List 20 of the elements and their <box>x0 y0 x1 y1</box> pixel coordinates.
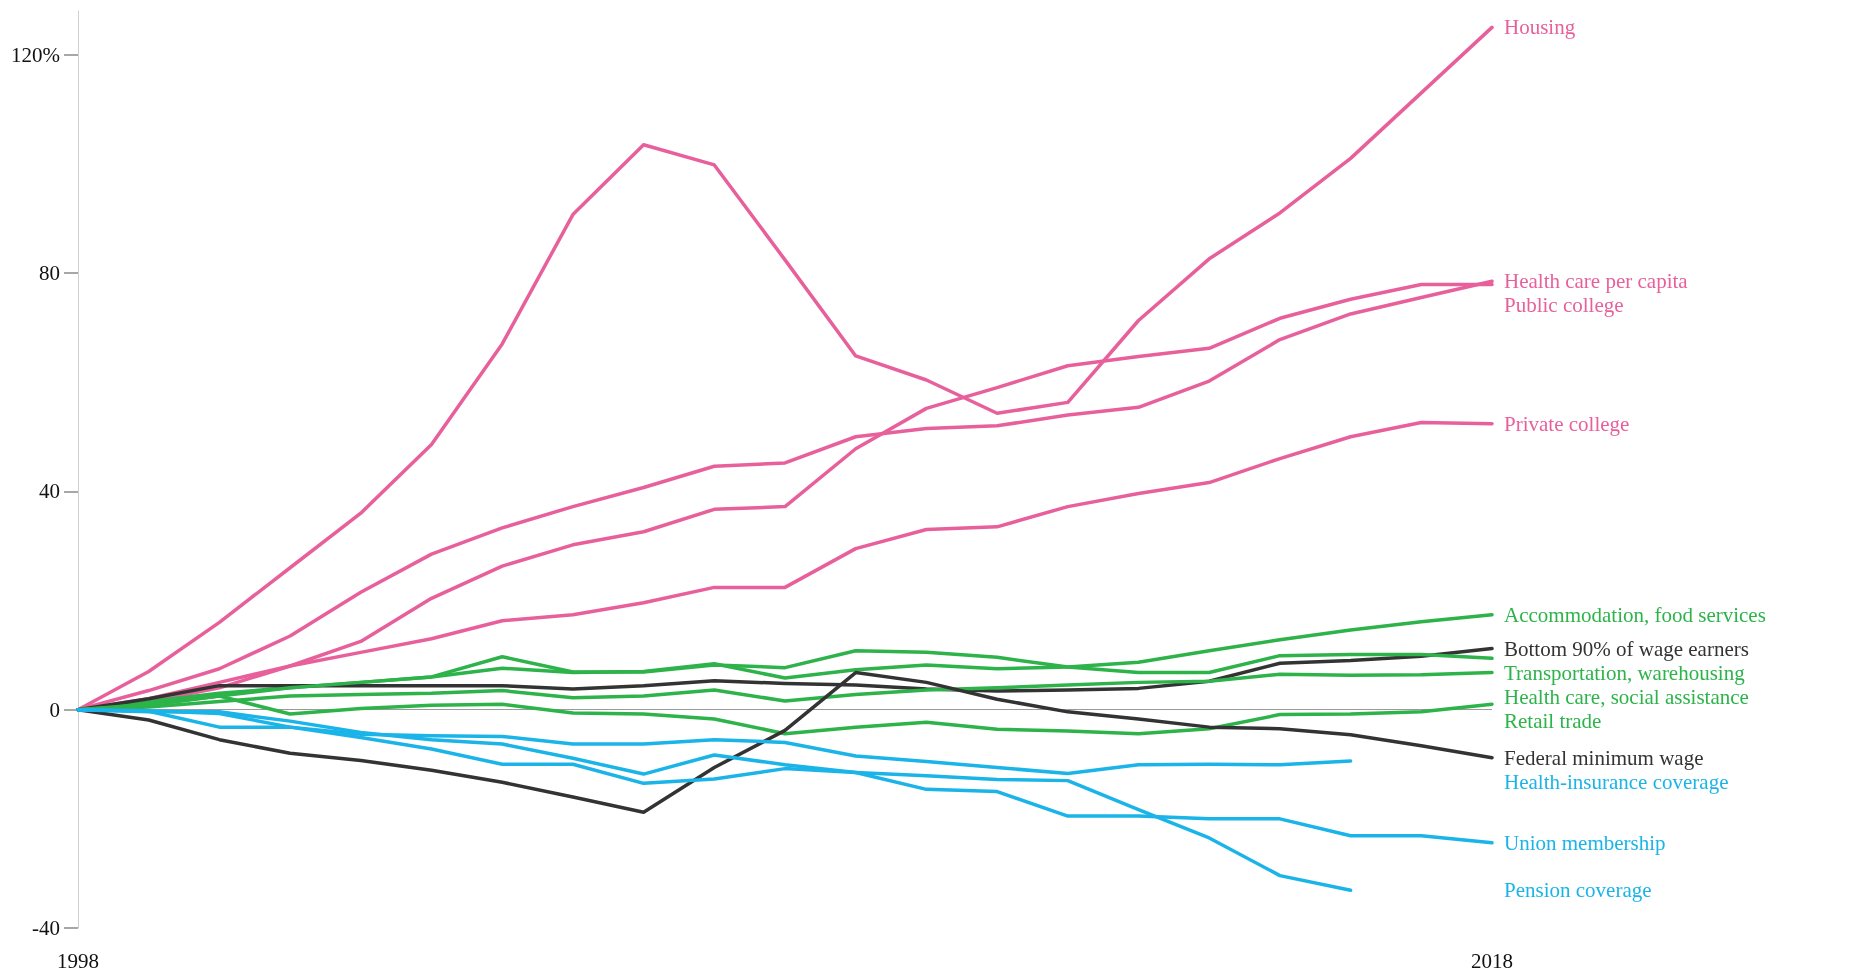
series-label: Union membership <box>1504 830 1666 855</box>
x-tick-label: 1998 <box>57 948 99 973</box>
series-label: Health care per capita <box>1504 269 1689 294</box>
series-label: Health care, social assistance <box>1504 684 1749 709</box>
y-tick-label: 120% <box>11 42 60 67</box>
series-label: Bottom 90% of wage earners <box>1504 636 1749 661</box>
y-tick-label: 40 <box>39 479 60 504</box>
series-label: Public college <box>1504 293 1624 318</box>
text: Health-insurance coverage <box>1504 769 1729 794</box>
series-label: Retail trade <box>1504 708 1602 733</box>
y-tick-label: 80 <box>39 261 60 285</box>
series-label: Federal minimum wage <box>1504 745 1704 770</box>
x-tick-label: 2018 <box>1471 948 1513 973</box>
series-label: Accommodation, food services <box>1504 602 1766 627</box>
text: Pension coverage <box>1504 878 1652 903</box>
series-label: Transportation, warehousing <box>1504 660 1746 685</box>
y-tick-label: -40 <box>32 916 60 940</box>
series-label: Private college <box>1504 411 1630 436</box>
y-tick-label: 0 <box>49 697 60 722</box>
series-label: Housing <box>1504 15 1576 40</box>
